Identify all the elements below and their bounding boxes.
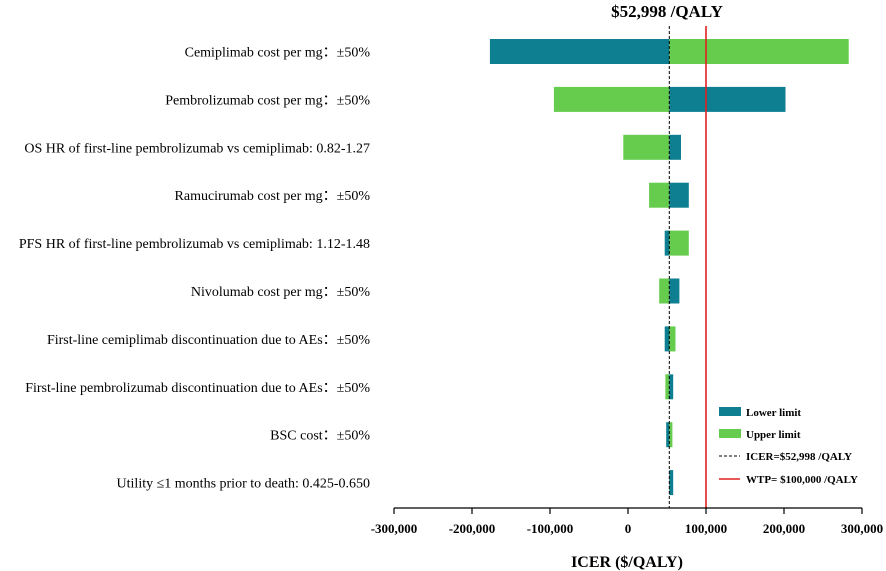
bar-lower-2 [669,86,786,112]
bar-lower-9 [666,422,670,448]
x-tick-label-1: -300,000 [371,521,418,536]
category-label-9: BSC cost：±50% [270,429,370,444]
bar-upper-6 [659,278,670,304]
category-label-7: First-line cemiplimab discontinuation du… [47,333,370,348]
legend-swatch-lower [719,407,741,416]
x-tick-label-3: -100,000 [527,521,574,536]
x-tick-label-7: 300,000 [841,521,883,536]
x-axis-label: ICER ($/QALY) [571,554,683,571]
category-label-5: PFS HR of first-line pembrolizumab vs ce… [19,237,370,252]
x-tick-label-4: 0 [625,521,632,536]
bar-upper-7 [669,326,676,352]
bar-upper-9 [669,422,673,448]
bar-lower-6 [669,278,680,304]
bar-lower-5 [664,230,670,256]
legend-label-upper: Upper limit [746,429,801,441]
bar-upper-8 [665,374,670,400]
x-tick-label-5: 100,000 [685,521,727,536]
category-label-6: Nivolumab cost per mg：±50% [191,285,370,300]
bar-lower-10 [669,470,674,496]
x-tick-label-2: -200,000 [449,521,496,536]
legend-label-lower: Lower limit [746,407,801,419]
bar-lower-3 [669,134,681,160]
legend-label-wtp: WTP= $100,000 /QALY [746,474,858,486]
chart-title: $52,998 /QALY [611,2,723,21]
bar-lower-1 [489,39,670,64]
bar-upper-1 [669,39,849,64]
bar-lower-8 [669,374,674,400]
legend: Lower limit Upper limit ICER=$52,998 /QALY… [719,407,858,486]
category-label-10: Utility ≤1 months prior to death: 0.425-… [117,477,370,492]
category-labels: Cemiplimab cost per mg：±50% Pembrolizumab… [19,46,370,492]
x-tick-label-6: 200,000 [763,521,805,536]
bar-lower-4 [669,182,689,208]
category-label-2: Pembrolizumab cost per mg：±50% [165,93,370,108]
category-label-8: First-line pembrolizumab discontinuation… [25,381,370,396]
category-label-1: Cemiplimab cost per mg：±50% [185,46,371,61]
bar-lower-7 [664,326,670,352]
category-label-3: OS HR of first-line pembrolizumab vs cem… [24,141,370,156]
bar-upper-5 [669,230,689,256]
category-label-4: Ramucirumab cost per mg：±50% [175,189,371,204]
legend-swatch-upper [719,429,741,438]
bar-upper-4 [649,182,670,208]
reference-lines [668,26,707,508]
legend-label-icer: ICER=$52,998 /QALY [746,451,852,463]
x-axis-ticks: -300,000 -200,000 -100,000 0 100,000 200,000 3… [371,508,883,536]
bar-upper-3 [623,134,670,160]
bars-layer [489,39,849,496]
bar-upper-2 [553,86,670,112]
